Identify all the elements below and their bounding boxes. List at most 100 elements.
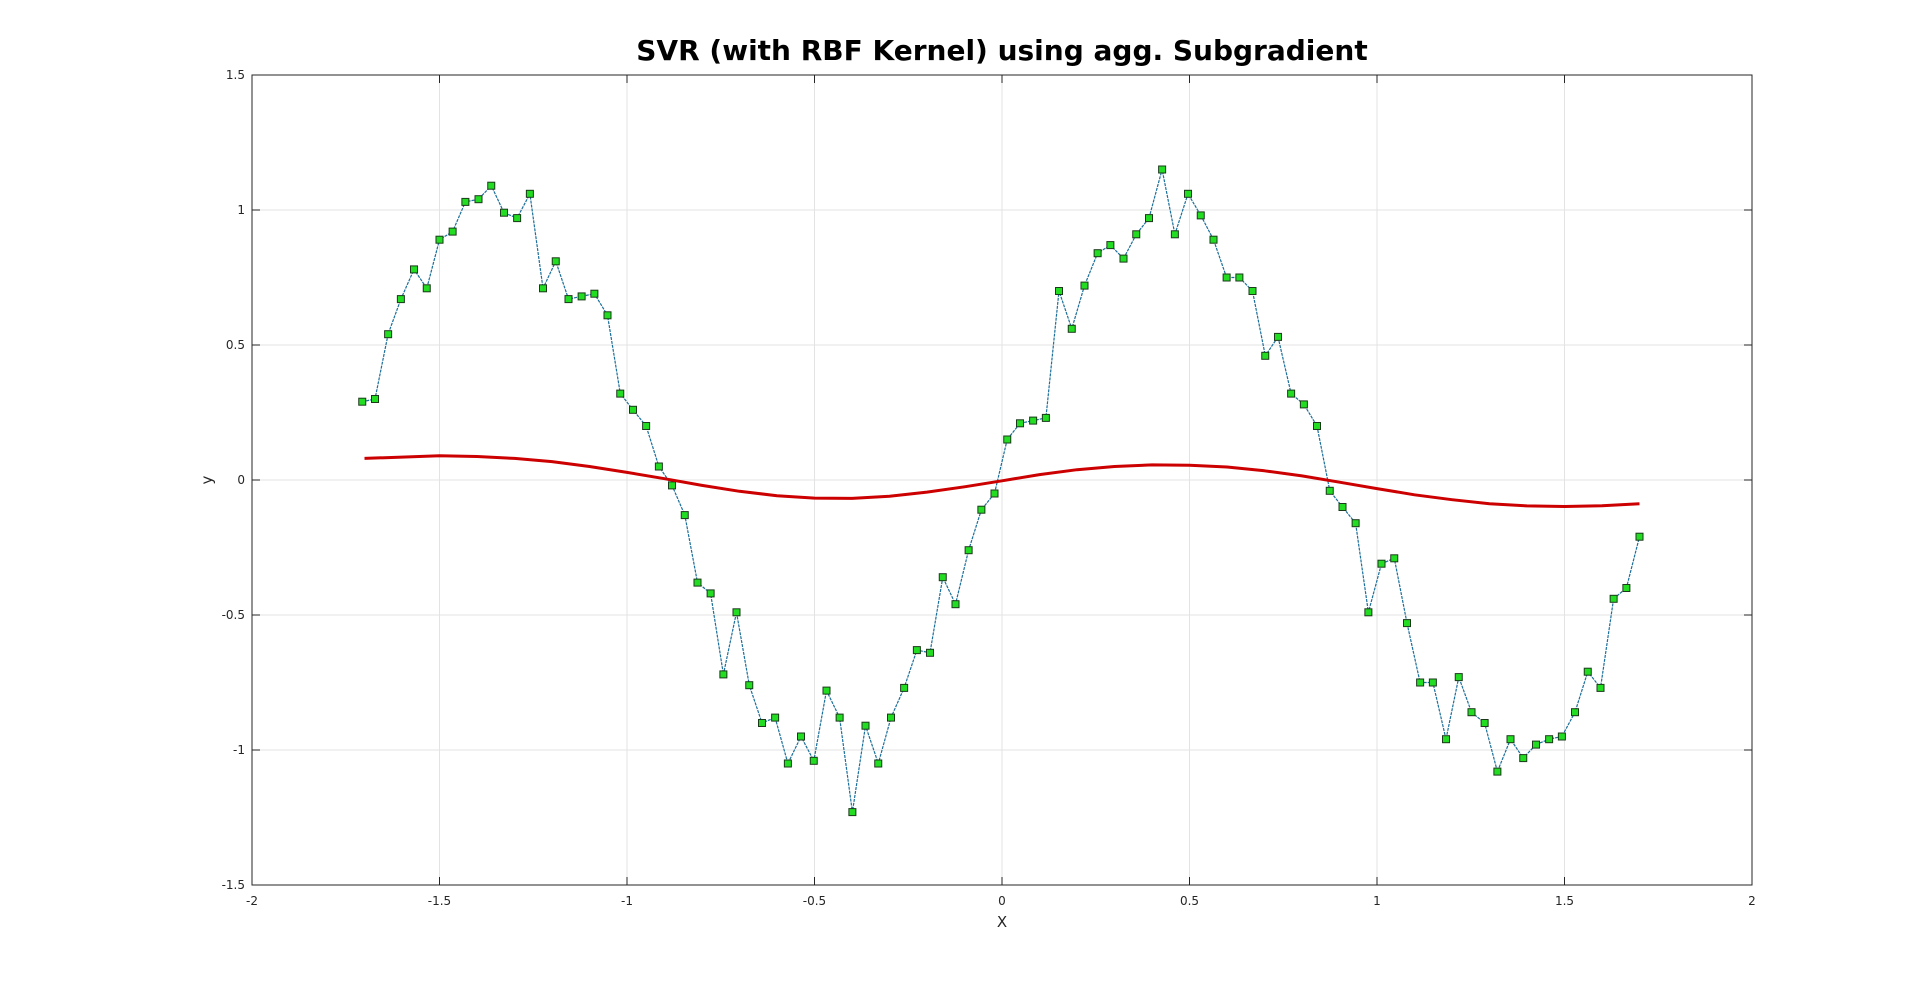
data-point (1364, 608, 1373, 617)
data-point (1583, 667, 1592, 676)
data-point (1067, 324, 1076, 333)
data-point (616, 389, 625, 398)
data-point (797, 732, 805, 741)
data-point (874, 759, 883, 768)
data-point (461, 197, 470, 206)
data-point (1080, 281, 1089, 290)
data-point (1571, 708, 1579, 717)
data-point (1351, 519, 1360, 528)
data-point (1609, 594, 1618, 603)
data-point (1390, 554, 1399, 563)
data-point (539, 284, 547, 293)
x-axis-label: X (997, 913, 1007, 931)
data-point (1313, 422, 1321, 430)
y-axis-ticks: -1.5 -1 -0.5 0 0.5 1 1.5 (222, 68, 1752, 892)
data-point (1222, 273, 1231, 282)
x-tick-label: 0 (998, 894, 1006, 908)
data-point (758, 719, 766, 727)
series (358, 165, 1644, 817)
data-point (1596, 683, 1605, 692)
data-point (771, 713, 780, 722)
data-point (474, 195, 483, 204)
data-point (1403, 619, 1411, 628)
data-point (525, 189, 534, 198)
data-point (513, 214, 522, 223)
data-point (1635, 532, 1644, 541)
data-point (990, 489, 999, 498)
x-tick-label: -1.5 (428, 894, 451, 908)
data-point (848, 808, 857, 817)
data-point (693, 578, 702, 587)
data-point (603, 311, 612, 320)
x-tick-label: 1 (1373, 894, 1381, 908)
data-point (1442, 735, 1450, 744)
data-point (835, 713, 844, 722)
x-tick-label: 1.5 (1555, 894, 1574, 908)
x-axis-ticks: -2 -1.5 -1 -0.5 0 0.5 1 1.5 2 (246, 75, 1756, 908)
data-point (1325, 486, 1334, 495)
data-point (448, 227, 457, 236)
y-tick-label: 0 (237, 473, 245, 487)
data-point (951, 600, 960, 609)
x-tick-label: -1 (621, 894, 633, 908)
x-tick-label: -2 (246, 894, 258, 908)
data-point (1557, 732, 1566, 741)
y-tick-label: 1 (237, 203, 245, 217)
y-axis-label: y (198, 475, 216, 484)
data-point (1132, 230, 1141, 239)
data-point (1055, 287, 1063, 295)
data-point (487, 181, 496, 190)
data-point (1106, 241, 1115, 250)
data-point (1170, 230, 1179, 239)
data-point (1428, 678, 1437, 687)
data-point (809, 756, 818, 765)
x-tick-label: -0.5 (803, 894, 826, 908)
data-point (396, 295, 405, 304)
data-point (1493, 767, 1502, 776)
data-point (1016, 419, 1024, 428)
data-point (1248, 287, 1257, 295)
data-point (1622, 584, 1631, 592)
data-point (783, 759, 792, 768)
data-point (422, 284, 431, 293)
chart-title: SVR (with RBF Kernel) using agg. Subgrad… (636, 34, 1367, 67)
data-point (629, 405, 637, 414)
data-point (719, 670, 728, 679)
x-tick-label: 2 (1748, 894, 1756, 908)
data-point (654, 462, 663, 471)
data-point (1545, 735, 1554, 744)
y-tick-label: -1 (233, 743, 245, 757)
data-point (1184, 189, 1192, 198)
data-point (668, 481, 676, 490)
data-point (500, 208, 508, 217)
data-series-line (362, 169, 1641, 813)
y-tick-label: 0.5 (226, 338, 245, 352)
data-point (1519, 754, 1528, 763)
data-point (384, 330, 393, 339)
data-point (564, 295, 573, 304)
y-tick-label: 1.5 (226, 68, 245, 82)
data-point (1119, 254, 1128, 263)
fit-series-line (364, 454, 1640, 508)
data-point (861, 721, 870, 730)
data-point (1506, 735, 1515, 744)
data-point (1158, 165, 1167, 174)
data-point (1003, 435, 1012, 444)
data-point (1287, 389, 1296, 398)
data-point (1041, 413, 1050, 422)
data-point (938, 573, 947, 582)
x-tick-label: 0.5 (1180, 894, 1199, 908)
data-point (964, 546, 973, 555)
data-point (822, 686, 831, 695)
data-point (1532, 740, 1540, 749)
data-point (745, 681, 754, 690)
data-point (551, 257, 560, 266)
data-point (1093, 249, 1102, 258)
data-point (706, 589, 715, 598)
data-point (1416, 678, 1425, 687)
data-point (435, 235, 444, 244)
data-point (977, 505, 986, 514)
data-point (1454, 673, 1463, 682)
y-tick-label: -0.5 (222, 608, 245, 622)
